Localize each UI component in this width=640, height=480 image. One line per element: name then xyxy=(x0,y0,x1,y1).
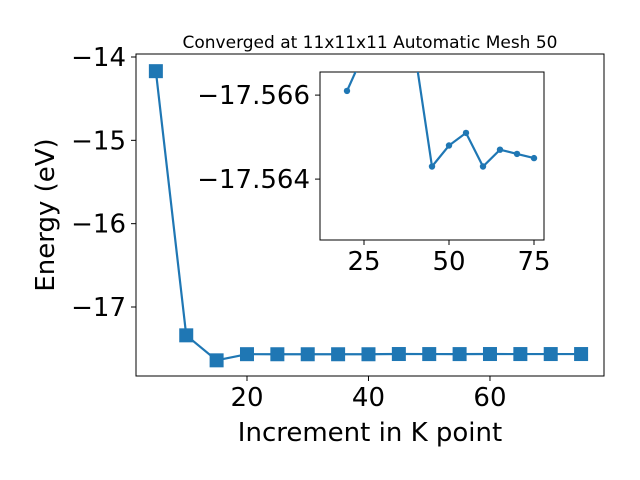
data-point xyxy=(452,347,467,362)
x-axis-label: Increment in K point xyxy=(238,418,502,448)
data-point xyxy=(361,347,376,362)
y-tick-label: −16 xyxy=(71,210,126,240)
y-tick-label: −14 xyxy=(71,43,126,73)
x-tick-label: 75 xyxy=(517,247,550,277)
y-tick-label: −17 xyxy=(71,293,126,323)
data-point xyxy=(343,87,351,95)
data-point xyxy=(239,347,254,362)
data-point xyxy=(422,347,437,362)
y-tick-label: −15 xyxy=(71,126,126,156)
plot-content xyxy=(148,64,589,368)
data-point xyxy=(479,163,487,170)
y-tick-label: −17.566 xyxy=(197,81,310,111)
chart-title: Converged at 11x11x11 Automatic Mesh 50 xyxy=(183,33,558,53)
data-point xyxy=(209,353,224,368)
data-point xyxy=(179,328,194,343)
data-point xyxy=(428,163,436,170)
data-point xyxy=(270,347,285,362)
data-point xyxy=(543,347,558,362)
data-point xyxy=(482,347,497,362)
data-point xyxy=(513,347,528,362)
y-tick-label: −17.564 xyxy=(197,165,310,195)
plot-content xyxy=(343,72,538,170)
data-point xyxy=(462,129,470,137)
y-axis-label: Energy (eV) xyxy=(31,138,61,291)
data-point xyxy=(496,146,504,153)
x-tick-label: 50 xyxy=(432,247,465,277)
data-point xyxy=(445,142,453,149)
x-tick-label: 20 xyxy=(230,383,263,413)
data-point xyxy=(574,347,589,362)
data-point xyxy=(530,154,538,162)
x-tick-label: 60 xyxy=(473,383,506,413)
data-point xyxy=(300,347,315,362)
data-point xyxy=(391,347,406,362)
data-point xyxy=(331,347,346,362)
x-tick-label: 25 xyxy=(347,247,380,277)
data-point xyxy=(513,150,521,158)
x-tick-label: 40 xyxy=(352,383,385,413)
plot-area xyxy=(319,71,545,241)
data-point xyxy=(148,64,163,79)
